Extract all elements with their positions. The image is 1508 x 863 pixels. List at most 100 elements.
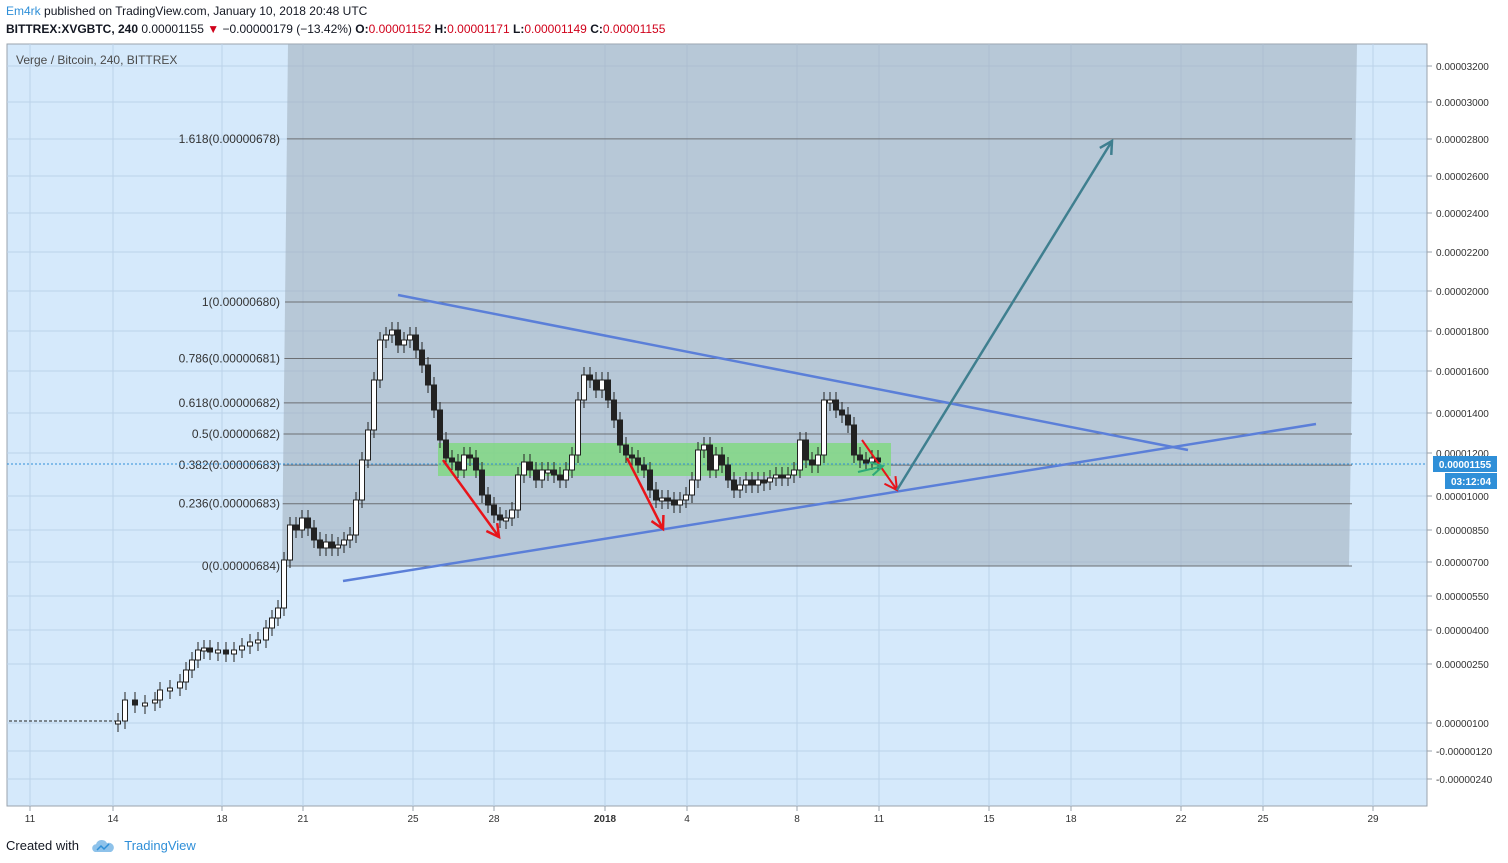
candle-body [281,559,287,609]
candle-body [857,454,863,461]
price-chart[interactable]: 1.618(0.00000678) 1(0.00000680) 0.786(0.00… [0,40,1508,830]
ascending-trendline[interactable] [342,422,1317,583]
y-tick-label: 0.00002000 [1436,287,1489,298]
candle-body [767,477,773,483]
x-tick-label: 22 [1175,814,1187,825]
candle-body [845,414,851,426]
fib-level-label: 0.236(0.00000683) [179,497,280,511]
candle-body [833,399,839,411]
candle-body [479,469,485,496]
y-tick-label: 0.00000700 [1436,558,1489,569]
candle-body [231,649,237,655]
candle-body [152,699,158,704]
candle-body [247,641,253,647]
candle-body [311,527,317,541]
small-green-arrow[interactable] [857,465,884,473]
candle-body [521,461,527,476]
candle-body [287,524,293,561]
candle-body [563,469,569,481]
descending-trendline[interactable] [397,293,1189,452]
tradingview-brand-link[interactable]: TradingView [124,838,196,853]
last-price-tag: 0.00001155 03:12:04 [1433,456,1497,489]
down-arrow[interactable] [441,459,501,538]
candle-body [401,339,407,346]
low-label: L: [513,22,525,36]
candle-body [581,374,587,401]
candle-body [377,339,383,381]
y-tick-label: 0.00000100 [1436,719,1489,730]
candle-body [515,474,521,511]
candle-body [869,457,875,463]
candle-body [677,499,683,506]
candle-body [425,364,431,386]
fib-level-label: 0.382(0.00000683) [179,458,280,472]
y-tick-label: 0.00002800 [1436,135,1489,146]
candle-body [347,534,353,541]
close-label: C: [590,22,603,36]
down-arrow-head [650,514,665,532]
bar-countdown-label: 03:12:04 [1451,477,1491,488]
fib-level-label: 1.618(0.00000678) [179,132,280,146]
high-value: 0.00001171 [447,22,510,36]
change-value: −0.00000179 (−13.42%) [222,22,352,36]
candle-body [455,461,461,471]
fib-level-label: 0.786(0.00000681) [179,351,280,365]
y-tick-label: -0.00000120 [1436,747,1493,758]
candle-body [527,461,533,471]
candle-body [263,627,269,641]
candle-body [341,539,347,546]
candle-body [821,399,827,456]
candle-body [449,457,455,463]
candle-body [803,439,809,461]
footer: Created with TradingView [6,838,196,854]
candle-body [551,469,557,476]
candle-body [335,544,341,549]
candle-body [647,469,653,491]
candle-body [329,541,335,549]
publish-info: Em4rk published on TradingView.com, Janu… [6,4,367,18]
candle-body [611,399,617,421]
y-tick-label: -0.00000240 [1436,775,1493,786]
candle-body [713,454,719,471]
candle-body [599,379,605,391]
y-tick-label: 0.00000850 [1436,526,1489,537]
down-arrow[interactable] [625,457,665,530]
candle-body [305,517,311,529]
close-value: 0.00001155 [602,22,666,36]
x-tick-label: 18 [216,814,228,825]
candle-body [269,617,275,629]
candle-body [695,449,701,481]
candle-body [467,454,473,459]
candle-body [189,659,195,671]
candle-body [413,334,419,351]
candle-body [623,444,629,456]
chart-title: Verge / Bitcoin, 240, BITTREX [16,53,177,67]
candle-body [473,457,479,471]
up-arrow[interactable] [895,140,1114,491]
x-tick-label: 4 [684,814,690,825]
x-tick-label: 25 [1257,814,1269,825]
candle-body [443,439,449,459]
candle-body [223,649,229,655]
x-tick-label: 11 [25,814,36,825]
y-axis: 0.00003200 0.00003000 0.00002800 0.00002600… [1427,62,1493,786]
y-tick-label: 0.00000550 [1436,592,1489,603]
y-tick-label: 0.00000400 [1436,626,1489,637]
symbol-label: BITTREX:XVGBTC, 240 [6,22,139,36]
author-link[interactable]: Em4rk [6,4,41,18]
candle-body [132,699,138,706]
candle-body [593,379,599,391]
candle-body [437,409,443,441]
fib-level-label: 0.618(0.00000682) [179,396,280,410]
candle-body [701,444,707,451]
candle-body [683,494,689,501]
candle-body [665,497,671,502]
candle-body [207,647,213,653]
candle-body [725,464,731,481]
candle-body [809,459,815,466]
y-tick-label: 0.00003200 [1436,62,1489,73]
candle-body [201,647,207,652]
candle-body [851,424,857,456]
candle-body [827,399,833,404]
candle-body [353,499,359,536]
